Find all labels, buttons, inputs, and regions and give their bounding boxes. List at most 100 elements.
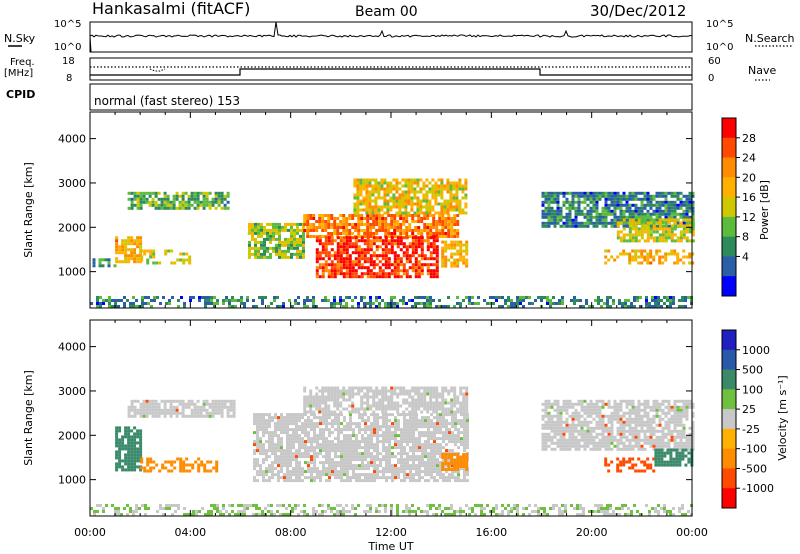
heatmap-cell [140,255,144,259]
heatmap-cell [133,462,137,466]
heatmap-cell [175,194,179,198]
heatmap-cell [394,440,397,444]
heatmap-cell [275,225,278,229]
heatmap-cell [541,423,545,427]
heatmap-cell [397,461,400,465]
heatmap-cell [345,220,349,223]
heatmap-cell [337,461,340,465]
heatmap-cell [269,228,272,232]
heatmap-cell [544,408,548,412]
heatmap-cell [463,476,466,480]
heatmap-cell [462,258,466,262]
heatmap-cell [322,470,325,474]
heatmap-cell [340,428,343,432]
heatmap-cell [568,206,572,210]
heatmap-cell [365,178,369,182]
heatmap-cell [372,389,376,393]
heatmap-cell [655,215,659,219]
heatmap-cell [394,473,397,477]
heatmap-cell [196,408,200,412]
heatmap-cell [303,386,307,390]
heatmap-cell [412,419,415,423]
heatmap-cell [217,194,221,198]
heatmap-cell [429,296,432,299]
heatmap-cell [150,305,153,308]
heatmap-cell [374,199,378,203]
heatmap-cell [646,233,650,237]
heatmap-cell [301,416,304,420]
heatmap-cell [372,242,376,246]
heatmap-cell [364,437,367,441]
heatmap-cell [385,467,388,471]
heatmap-cell [412,455,415,459]
heatmap-cell [220,405,224,409]
heatmap-cell [459,465,463,468]
heatmap-cell [454,425,457,429]
heatmap-cell [331,425,334,429]
heatmap-cell [256,419,259,423]
heatmap-cell [133,197,137,201]
heatmap-cell [444,386,448,390]
heatmap-cell [553,429,557,433]
heatmap-cell [265,479,268,483]
heatmap-cell [432,245,436,249]
heatmap-cell [399,263,403,267]
heatmap-cell [409,449,412,453]
heatmap-cell [414,226,418,229]
heatmap-cell [430,425,433,429]
heatmap-cell [181,191,185,195]
heatmap-cell [153,296,156,299]
heatmap-cell [115,468,119,472]
heatmap-cell [277,416,280,420]
heatmap-cell [434,199,438,203]
heatmap-cell [457,440,460,444]
heatmap-cell [118,426,122,430]
heatmap-cell [163,405,167,409]
heatmap-cell [328,446,331,450]
heatmap-cell [349,446,352,450]
heatmap-cell [589,212,593,216]
heatmap-cell [359,184,363,188]
y-tick-label: 1000 [58,266,86,279]
heatmap-cell [547,402,551,406]
heatmap-cell [378,266,382,270]
heatmap-cell [357,245,361,249]
heatmap-cell [450,404,454,408]
heatmap-cell [256,440,259,444]
heatmap-cell [565,405,569,409]
heatmap-cell [463,479,466,483]
heatmap-cell [426,296,429,299]
heatmap-cell [387,389,391,393]
heatmap-cell [372,410,376,414]
heatmap-cell [334,461,337,465]
heatmap-cell [404,184,408,188]
heatmap-cell [96,302,99,305]
heatmap-cell [667,221,671,225]
heatmap-cell [571,206,575,210]
heatmap-cell [213,305,216,308]
heatmap-cell [304,452,307,456]
heatmap-cell [462,395,466,399]
heatmap-cell [435,392,439,396]
heatmap-cell [154,402,158,406]
heatmap-cell [121,438,125,442]
heatmap-cell [435,386,439,390]
heatmap-cell [388,413,391,417]
heatmap-cell [382,425,385,429]
heatmap-cell [315,229,319,232]
heatmap-cell [203,466,207,470]
heatmap-cell [420,392,424,396]
heatmap-cell [270,302,273,305]
heatmap-cell [433,458,436,462]
heatmap-cell [462,407,466,411]
heatmap-cell [169,206,173,210]
heatmap-cell [544,209,548,213]
heatmap-cell [90,302,93,305]
heatmap-cell [139,194,143,198]
heatmap-cell [325,419,328,423]
heatmap-cell [607,203,611,207]
heatmap-cell [147,302,150,305]
heatmap-cell [145,405,149,409]
heatmap-cell [556,423,560,427]
heatmap-cell [405,236,409,240]
